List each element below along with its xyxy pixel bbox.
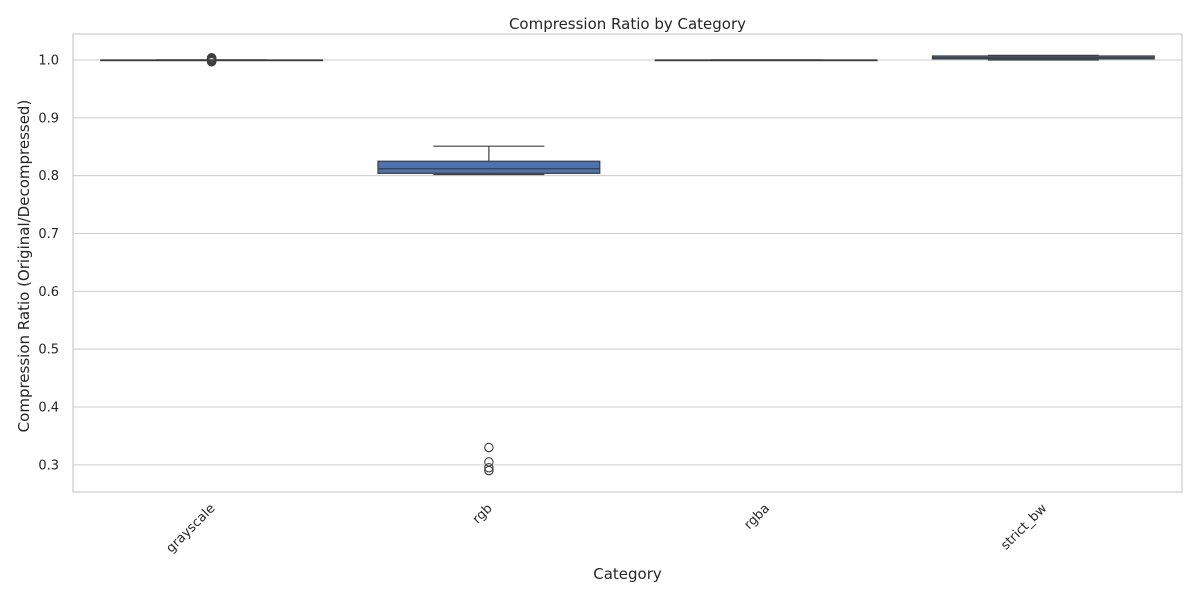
box-group-strict_bw — [931, 54, 1155, 61]
box-iqr — [377, 160, 601, 174]
y-tick-label: 0.5 — [38, 343, 59, 358]
x-tick-label: grayscale — [163, 501, 218, 556]
box-layer — [100, 52, 1155, 476]
x-tick-labels: grayscale rgb rgba strict_bw — [163, 501, 1050, 556]
y-tick-label: 0.9 — [38, 111, 59, 126]
y-axis-label: Compression Ratio (Original/Decompressed… — [15, 100, 33, 433]
grid-layer — [73, 59, 1182, 466]
chart-title: Compression Ratio by Category — [509, 15, 746, 33]
y-tick-label: 0.3 — [38, 458, 59, 473]
x-tick-label: strict_bw — [998, 501, 1050, 553]
box-group-grayscale — [100, 52, 324, 67]
y-tick-label: 1.0 — [38, 54, 59, 69]
outlier-point — [484, 465, 494, 476]
x-tick-label: rgb — [470, 501, 496, 527]
plot-frame — [72, 33, 1183, 493]
y-tick-labels: 0.3 0.4 0.5 0.6 0.7 0.8 0.9 1.0 — [38, 54, 59, 474]
box-group-rgb — [377, 145, 601, 476]
x-axis-label: Category — [593, 565, 662, 583]
box-group-rgba — [654, 59, 878, 62]
outlier-point — [206, 52, 217, 63]
outlier-point — [484, 442, 494, 453]
y-tick-label: 0.4 — [38, 400, 59, 415]
outlier-point — [484, 462, 494, 473]
y-tick-label: 0.6 — [38, 285, 59, 300]
y-tick-label: 0.7 — [38, 227, 59, 242]
x-tick-label: rgba — [741, 501, 773, 533]
y-tick-label: 0.8 — [38, 169, 59, 184]
